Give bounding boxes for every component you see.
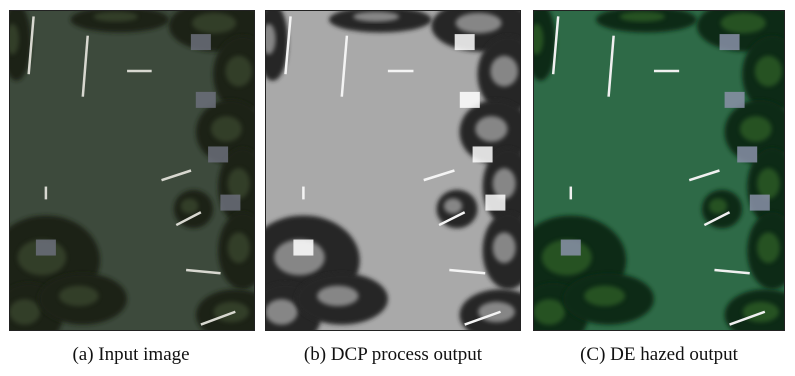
house	[460, 92, 480, 108]
house	[36, 240, 56, 256]
tree-highlight	[757, 168, 780, 199]
tree-highlight	[228, 168, 250, 199]
image-panel	[0, 0, 275, 347]
tree-highlight	[530, 24, 544, 55]
tree-highlight	[740, 116, 772, 142]
house	[473, 146, 493, 162]
house	[220, 195, 240, 211]
tree-highlight	[192, 13, 236, 34]
house	[725, 92, 745, 108]
house	[737, 146, 757, 162]
image-panel	[515, 0, 795, 347]
tree-highlight	[444, 198, 462, 213]
tree-highlight	[584, 286, 625, 307]
caption: (a) Input image	[72, 344, 189, 365]
tree-highlight	[533, 299, 565, 325]
tree-highlight	[181, 198, 199, 213]
house	[485, 195, 505, 211]
tree-highlight	[493, 232, 516, 263]
tree-highlight	[94, 11, 138, 21]
house	[196, 92, 216, 108]
figure: (a) Input image (b) DCP process output (…	[0, 0, 795, 376]
tree-highlight	[757, 232, 780, 263]
caption: (C) DE hazed output	[580, 344, 738, 365]
house	[750, 195, 770, 211]
house	[208, 146, 228, 162]
house	[293, 240, 313, 256]
tree-highlight	[353, 11, 399, 21]
house	[455, 34, 475, 50]
tree-highlight	[59, 286, 99, 307]
tree-highlight	[265, 299, 297, 325]
tree-highlight	[475, 116, 507, 142]
tree-highlight	[9, 299, 40, 325]
image-panel	[247, 0, 541, 347]
house	[191, 34, 211, 50]
tree-highlight	[490, 56, 518, 87]
tree-highlight	[620, 11, 665, 21]
tree-highlight	[262, 24, 276, 55]
tree-highlight	[709, 198, 727, 213]
tree-highlight	[211, 116, 242, 142]
tree-highlight	[456, 13, 502, 34]
house	[561, 240, 581, 256]
tree-highlight	[317, 286, 358, 307]
tree-highlight	[721, 13, 766, 34]
tree-highlight	[228, 232, 250, 263]
tree-highlight	[225, 56, 252, 87]
tree-highlight	[6, 24, 19, 55]
tree-highlight	[493, 168, 516, 199]
house	[720, 34, 740, 50]
tree-highlight	[755, 56, 782, 87]
caption: (b) DCP process output	[304, 344, 483, 365]
